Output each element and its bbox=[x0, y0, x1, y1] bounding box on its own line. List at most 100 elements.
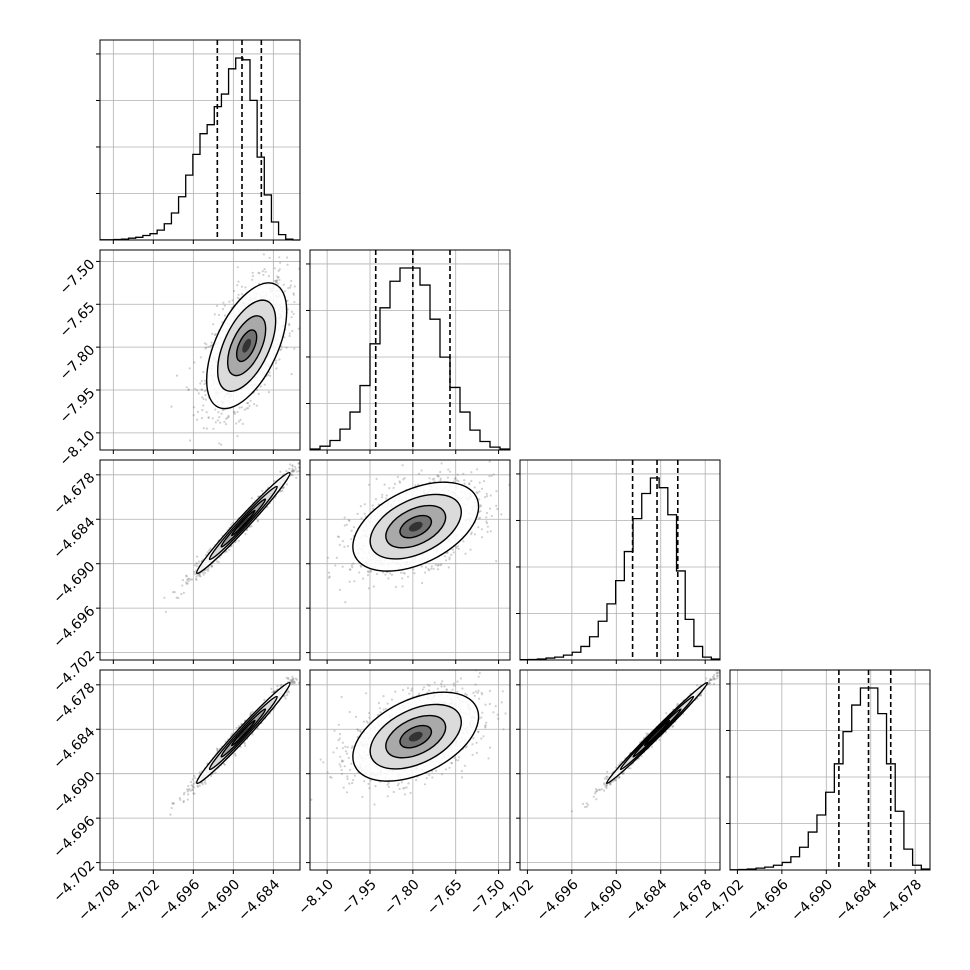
scatter-point bbox=[338, 543, 341, 547]
scatter-point bbox=[220, 412, 223, 415]
scatter-point bbox=[352, 562, 355, 565]
scatter-point bbox=[197, 392, 200, 395]
scatter-point bbox=[223, 304, 226, 307]
scatter-point bbox=[238, 724, 241, 728]
scatter-point bbox=[456, 473, 459, 476]
scatter-point bbox=[291, 329, 294, 333]
scatter-point bbox=[164, 610, 167, 613]
scatter-point bbox=[289, 474, 293, 477]
scatter-point bbox=[216, 419, 219, 422]
scatter-point bbox=[432, 567, 435, 571]
scatter-point bbox=[348, 580, 351, 583]
scatter-point bbox=[217, 313, 221, 316]
scatter-point bbox=[358, 571, 361, 574]
scatter-point bbox=[428, 569, 431, 572]
scatter-point bbox=[353, 580, 356, 583]
scatter-point bbox=[205, 427, 208, 430]
scatter-point bbox=[200, 388, 203, 391]
scatter-point bbox=[195, 562, 198, 565]
scatter-point bbox=[209, 344, 212, 347]
scatter-point bbox=[239, 418, 242, 421]
scatter-point bbox=[284, 694, 287, 697]
scatter-point bbox=[193, 792, 196, 795]
scatter-point bbox=[413, 572, 416, 575]
scatter-point bbox=[485, 495, 489, 498]
scatter-point bbox=[277, 276, 280, 279]
scatter-point bbox=[457, 547, 460, 551]
scatter-point bbox=[359, 564, 362, 567]
scatter-point bbox=[204, 347, 207, 350]
panel-border bbox=[519, 459, 721, 661]
scatter-point bbox=[430, 567, 433, 570]
scatter-point bbox=[214, 421, 217, 424]
scatter-point bbox=[275, 359, 278, 362]
scatter-point bbox=[284, 697, 287, 700]
scatter-point bbox=[286, 256, 289, 259]
scatter-point bbox=[172, 591, 175, 594]
scatter-point bbox=[247, 402, 250, 405]
scatter-point bbox=[199, 575, 202, 578]
scatter-point bbox=[306, 665, 308, 667]
scatter-point bbox=[286, 263, 289, 266]
scatter-point bbox=[170, 405, 173, 408]
scatter-point bbox=[238, 406, 241, 409]
panel-r2-c2 bbox=[516, 459, 721, 664]
scatter-point bbox=[204, 571, 207, 574]
scatter-point bbox=[197, 560, 201, 563]
scatter-point bbox=[280, 345, 283, 348]
scatter-point bbox=[231, 299, 234, 302]
scatter-point bbox=[388, 487, 391, 490]
scatter-point bbox=[249, 525, 252, 528]
scatter-point bbox=[186, 788, 189, 791]
scatter-point bbox=[200, 451, 202, 453]
scatter-point bbox=[236, 284, 239, 287]
scatter-point bbox=[273, 479, 276, 482]
scatter-point bbox=[193, 573, 196, 576]
scatter-point bbox=[496, 507, 499, 511]
scatter-point bbox=[190, 784, 193, 787]
scatter-point bbox=[211, 417, 214, 420]
scatter-point bbox=[291, 675, 294, 679]
scatter-point bbox=[453, 477, 456, 480]
scatter-point bbox=[236, 266, 239, 269]
scatter-point bbox=[399, 571, 403, 574]
scatter-point bbox=[479, 510, 482, 513]
scatter-point bbox=[293, 285, 296, 288]
scatter-point bbox=[244, 286, 247, 289]
scatter-point bbox=[292, 292, 295, 295]
scatter-point bbox=[191, 788, 194, 791]
scatter-point bbox=[181, 579, 185, 582]
scatter-point bbox=[495, 560, 498, 563]
scatter-point bbox=[249, 711, 253, 715]
scatter-point bbox=[206, 567, 210, 571]
panel-r0-c0 bbox=[96, 39, 301, 244]
scatter-point bbox=[490, 474, 493, 477]
scatter-point bbox=[290, 373, 293, 376]
scatter-point bbox=[401, 464, 404, 467]
scatter-point bbox=[283, 290, 286, 293]
scatter-point bbox=[198, 573, 201, 576]
scatter-point bbox=[488, 475, 491, 478]
scatter-point bbox=[287, 691, 290, 694]
scatter-point bbox=[485, 522, 488, 525]
scatter-point bbox=[489, 530, 492, 533]
scatter-point bbox=[285, 483, 289, 486]
scatter-point bbox=[367, 570, 370, 574]
scatter-point bbox=[403, 572, 406, 575]
scatter-point bbox=[207, 416, 210, 419]
scatter-point bbox=[275, 367, 278, 370]
scatter-point bbox=[300, 463, 302, 465]
scatter-point bbox=[202, 370, 205, 374]
scatter-point bbox=[293, 682, 296, 685]
scatter-point bbox=[406, 575, 410, 578]
scatter-point bbox=[447, 468, 450, 471]
scatter-point bbox=[188, 577, 191, 580]
scatter-point bbox=[258, 272, 261, 275]
scatter-point bbox=[372, 585, 375, 588]
scatter-point bbox=[181, 584, 184, 587]
scatter-point bbox=[227, 414, 230, 417]
scatter-point bbox=[420, 565, 423, 568]
scatter-point bbox=[202, 404, 205, 407]
scatter-point bbox=[288, 334, 291, 338]
scatter-point bbox=[193, 361, 196, 364]
